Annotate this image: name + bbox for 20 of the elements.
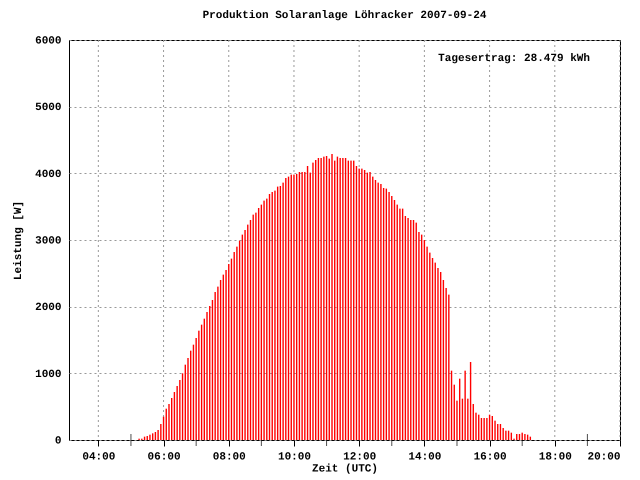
y-tick-label: 2000	[35, 302, 62, 314]
y-tick-label: 0	[54, 436, 62, 448]
y-tick-label: 3000	[35, 236, 62, 248]
x-tick-label: 20:00	[587, 452, 620, 464]
y-tick-label: 6000	[35, 36, 62, 48]
x-tick-label: 08:00	[212, 452, 246, 464]
x-tick-label: 10:00	[278, 452, 311, 464]
y-tick-label: 5000	[35, 102, 62, 114]
y-axis-title: Leistung [W]	[13, 200, 26, 280]
x-tick-label: 06:00	[148, 452, 181, 464]
x-tick-label: 14:00	[408, 452, 442, 464]
x-tick-label: 18:00	[538, 452, 572, 464]
y-tick-label: 1000	[35, 368, 62, 381]
annotation: Tagesertrag: 28.479 kWh	[438, 53, 590, 65]
chart-title: Produktion Solaranlage Löhracker 2007-09-24	[202, 10, 487, 22]
x-tick-label: 16:00	[474, 452, 507, 464]
x-tick-label: 04:00	[82, 452, 116, 464]
y-tick-label: 4000	[35, 168, 62, 181]
x-tick-label: 12:00	[343, 452, 376, 464]
x-axis-title: Zeit (UTC)	[312, 464, 378, 476]
